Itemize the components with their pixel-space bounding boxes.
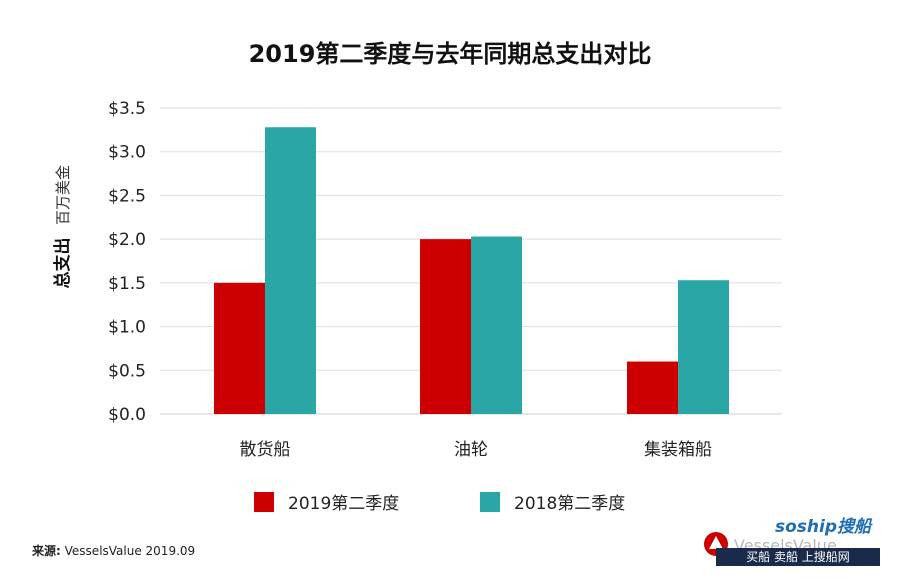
y-axis-label: 总支出 百万美金 bbox=[52, 165, 73, 289]
bar bbox=[265, 127, 316, 414]
y-tick-label: $3.0 bbox=[108, 143, 146, 163]
y-tick-label: $1.0 bbox=[108, 318, 146, 338]
watermark-brand: soship搜船 bbox=[775, 517, 873, 537]
source-label: 来源: bbox=[31, 543, 61, 558]
y-tick-label: $3.5 bbox=[108, 99, 146, 119]
y-tick-labels: $0.0 $0.5 $1.0 $1.5 $2.0 $2.5 $3.0 $3.5 bbox=[108, 99, 146, 425]
bar bbox=[471, 236, 522, 414]
y-axis-label-main: 总支出 bbox=[52, 238, 73, 289]
vesselsvalue-logo-mark-icon bbox=[709, 536, 723, 549]
y-tick-label: $2.0 bbox=[108, 230, 146, 250]
y-tick-label: $0.0 bbox=[108, 405, 146, 425]
y-axis-label-unit: 百万美金 bbox=[54, 165, 72, 225]
bar bbox=[627, 361, 678, 414]
bar bbox=[678, 280, 729, 414]
legend-label: 2019第二季度 bbox=[288, 494, 399, 514]
y-tick-label: $1.5 bbox=[108, 274, 146, 294]
legend-label: 2018第二季度 bbox=[514, 494, 625, 514]
source-text: VesselsValue 2019.09 bbox=[65, 544, 196, 558]
watermark-nav-bar bbox=[716, 548, 880, 566]
bar bbox=[214, 282, 265, 414]
category-label: 集装箱船 bbox=[644, 440, 712, 460]
y-tick-label: $2.5 bbox=[108, 186, 146, 206]
y-tick-label: $0.5 bbox=[108, 361, 146, 381]
watermark: VesselsValue soship搜船 买船 卖船 上搜船网 bbox=[704, 517, 880, 566]
source-note: 来源: VesselsValue 2019.09 bbox=[31, 543, 195, 558]
legend: 2019第二季度 2018第二季度 bbox=[254, 492, 625, 514]
category-labels: 散货船 油轮 集装箱船 bbox=[240, 440, 713, 460]
legend-swatch bbox=[254, 492, 274, 512]
chart-title: 2019第二季度与去年同期总支出对比 bbox=[249, 40, 652, 68]
category-label: 油轮 bbox=[454, 440, 488, 460]
legend-swatch bbox=[480, 492, 500, 512]
category-label: 散货船 bbox=[240, 440, 291, 460]
bars bbox=[214, 127, 729, 414]
bar bbox=[420, 239, 471, 414]
watermark-nav: 买船 卖船 上搜船网 bbox=[746, 549, 850, 564]
